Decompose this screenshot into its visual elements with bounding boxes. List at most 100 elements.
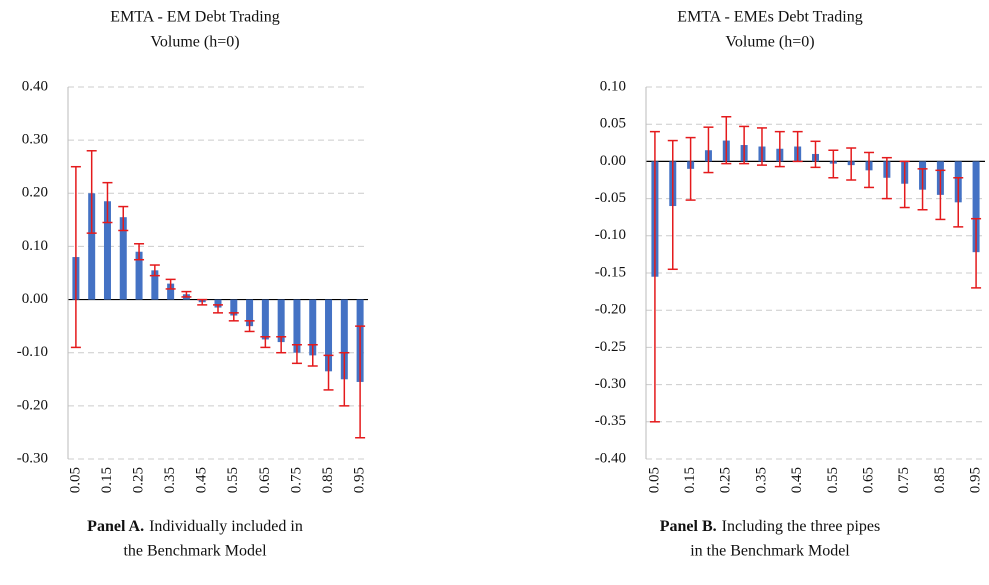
panel: EMTA - EM Debt Trading Volume (h=0) -0.30 -… (17, 9, 368, 560)
y-tick-label: 0.05 (600, 116, 626, 132)
y-tick-label: -0.10 (17, 344, 48, 360)
bar (167, 283, 175, 300)
error-bar (685, 136, 696, 201)
error-bar (102, 181, 113, 224)
y-tick-label: -0.05 (595, 190, 626, 206)
error-bar (792, 130, 803, 163)
error-bar (276, 336, 287, 354)
y-tick-label: -0.30 (17, 450, 48, 466)
x-tick-label: 0.75 (896, 467, 912, 493)
error-bar (774, 130, 785, 168)
x-tick-label: 0.35 (753, 467, 769, 493)
error-bar (149, 264, 160, 277)
bar (277, 299, 285, 343)
error-bar (810, 140, 821, 169)
x-tick-label: 0.15 (99, 467, 115, 493)
x-tick-label: 0.75 (288, 467, 304, 493)
y-tick-label: -0.20 (595, 302, 626, 318)
caption-label: Panel A. (87, 518, 144, 535)
x-tick-label: 0.65 (257, 467, 273, 493)
x-tick-label: 0.85 (320, 467, 336, 493)
error-bar (721, 116, 732, 165)
error-bar (291, 343, 302, 365)
x-tick-label: 0.25 (130, 467, 146, 493)
bar (972, 161, 980, 253)
caption: Panel B. Including the three pipes (660, 518, 881, 535)
bar (214, 299, 222, 308)
x-tick-label: 0.35 (162, 467, 178, 493)
bar (151, 270, 159, 300)
error-bar (228, 312, 239, 322)
error-bar (70, 165, 81, 349)
error-bar (828, 149, 839, 179)
y-tick-label: 0.40 (22, 78, 48, 94)
bar (230, 299, 238, 316)
bar (293, 299, 301, 353)
bar (88, 193, 96, 300)
x-tick-label: 0.45 (789, 467, 805, 493)
error-bar (307, 343, 318, 367)
bar (246, 299, 254, 327)
error-bar (649, 130, 660, 423)
y-tick-label: 0.20 (22, 185, 48, 201)
error-bar (917, 168, 928, 211)
error-bar (935, 169, 946, 221)
y-tick-label: -0.15 (595, 264, 626, 280)
x-tick-label: 0.95 (352, 467, 368, 493)
y-tick-label: -0.10 (595, 227, 626, 243)
caption: in the Benchmark Model (690, 543, 850, 560)
y-tick-label: 0.00 (600, 153, 626, 169)
x-tick-label: 0.85 (932, 467, 948, 493)
error-bar (118, 205, 129, 232)
x-tick-label: 0.05 (67, 467, 83, 493)
error-bar (971, 217, 982, 289)
chart-title: Volume (h=0) (150, 34, 239, 51)
error-bar (846, 147, 857, 181)
error-bar (181, 290, 192, 298)
y-tick-label: 0.00 (22, 291, 48, 307)
error-bar (134, 243, 145, 261)
chart-title: Volume (h=0) (725, 34, 814, 51)
error-bar (244, 320, 255, 333)
y-tick-label: -0.40 (595, 450, 626, 466)
error-bar (881, 156, 892, 200)
bar (103, 201, 111, 300)
error-bar (323, 354, 334, 391)
error-bar (86, 150, 97, 234)
bar (340, 299, 348, 380)
y-tick-label: -0.25 (595, 339, 626, 355)
error-bar (213, 304, 223, 314)
panel: EMTA - EMEs Debt Trading Volume (h=0) -0.4… (595, 9, 985, 560)
bar (135, 251, 143, 300)
y-tick-label: -0.30 (595, 376, 626, 392)
caption-text: Individually included in (149, 518, 303, 535)
x-tick-label: 0.95 (968, 467, 984, 493)
error-bar (756, 127, 767, 166)
error-bar (339, 351, 350, 407)
error-bar (864, 151, 875, 189)
y-tick-label: 0.10 (600, 78, 626, 94)
bar (119, 217, 127, 300)
x-tick-label: 0.55 (225, 467, 241, 493)
error-bar (739, 125, 750, 165)
error-bar (953, 177, 964, 228)
bar (309, 299, 317, 356)
caption: Panel A. Individually included in (87, 518, 303, 535)
chart-title: EMTA - EM Debt Trading (110, 9, 279, 26)
y-tick-label: -0.35 (595, 413, 626, 429)
chart-title: EMTA - EMEs Debt Trading (677, 9, 862, 26)
x-tick-label: 0.55 (825, 467, 841, 493)
x-tick-label: 0.25 (718, 467, 734, 493)
error-bar (260, 336, 271, 349)
y-tick-label: 0.30 (22, 132, 48, 148)
bar (325, 299, 333, 372)
caption-label: Panel B. (660, 518, 717, 535)
y-tick-label: -0.20 (17, 397, 48, 413)
caption-text: Including the three pipes (722, 518, 881, 535)
y-tick-label: 0.10 (22, 238, 48, 254)
caption: the Benchmark Model (123, 543, 267, 560)
error-bar (355, 325, 366, 439)
x-tick-label: 0.05 (646, 467, 662, 493)
bar (261, 299, 269, 340)
